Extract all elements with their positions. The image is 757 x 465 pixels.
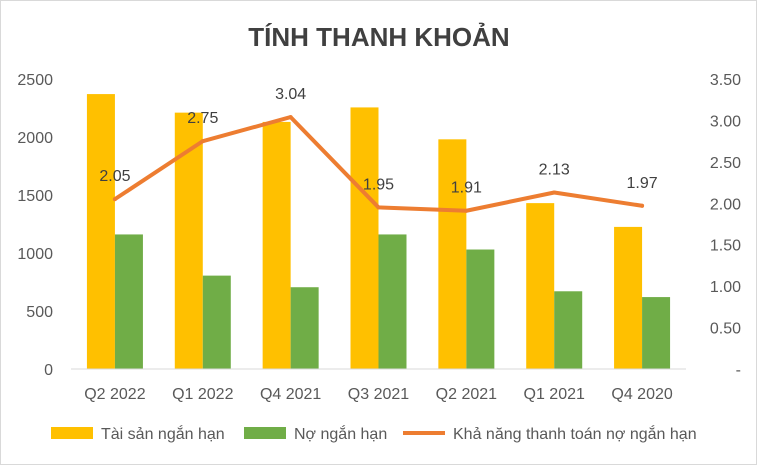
legend-item-no-ngan-han-label: Nợ ngắn hạn bbox=[294, 424, 387, 443]
legend-item-tai-san-ngan-han-label: Tài sản ngắn hạn bbox=[101, 424, 225, 443]
bar-tai-san-ngan-han bbox=[614, 226, 643, 369]
x-tick-label: Q4 2021 bbox=[260, 386, 321, 403]
bar-no-ngan-han bbox=[554, 291, 583, 369]
x-tick-label: Q2 2021 bbox=[436, 386, 497, 403]
bar-tai-san-ngan-han bbox=[350, 107, 379, 370]
line-data-label: 2.05 bbox=[99, 168, 130, 185]
legend-item-no-ngan-han-swatch bbox=[244, 427, 286, 439]
bar-tai-san-ngan-han bbox=[262, 121, 291, 369]
line-point bbox=[552, 190, 557, 195]
line-data-label: 1.97 bbox=[627, 175, 658, 192]
line-point bbox=[376, 205, 381, 210]
line-point bbox=[464, 208, 469, 213]
bar-group bbox=[86, 94, 671, 370]
bar-no-ngan-han bbox=[378, 234, 407, 369]
x-tick-label: Q2 2022 bbox=[84, 386, 145, 403]
x-tick-label: Q1 2022 bbox=[172, 386, 233, 403]
bar-no-ngan-han bbox=[290, 287, 319, 369]
left-axis-ticks: 0 500 1000 1500 2000 2500 bbox=[17, 72, 53, 379]
line-data-label: 2.13 bbox=[539, 162, 570, 179]
right-tick-label: 2.50 bbox=[710, 155, 741, 172]
line-data-label: 2.75 bbox=[187, 110, 218, 127]
bar-no-ngan-han bbox=[202, 275, 231, 369]
line-point bbox=[200, 139, 205, 144]
legend-item-kha-nang-thanh-toan-label: Khả năng thanh toán nợ ngắn hạn bbox=[453, 424, 697, 443]
right-axis-ticks: - 0.50 1.00 1.50 2.00 2.50 3.00 3.50 bbox=[710, 72, 741, 379]
x-tick-label: Q3 2021 bbox=[348, 386, 409, 403]
line-group: 2.05 2.75 3.04 1.95 1.91 2.13 1.97 bbox=[99, 86, 658, 213]
bar-tai-san-ngan-han bbox=[86, 94, 115, 369]
left-tick-label: 0 bbox=[44, 362, 53, 379]
bar-no-ngan-han bbox=[642, 297, 671, 369]
bar-tai-san-ngan-han bbox=[526, 203, 555, 369]
right-tick-label: 3.00 bbox=[710, 113, 741, 130]
x-tick-label: Q4 2020 bbox=[611, 386, 672, 403]
legend-item-tai-san-ngan-han-swatch bbox=[51, 427, 93, 439]
x-axis: Q2 2022 Q1 2022 Q4 2021 Q3 2021 Q2 2021 Q1 20… bbox=[71, 368, 686, 403]
right-tick-label: 1.00 bbox=[710, 279, 741, 296]
bar-no-ngan-han bbox=[466, 249, 495, 369]
chart-title: TÍNH THANH KHOẢN bbox=[248, 22, 509, 52]
legend: Tài sản ngắn hạn Nợ ngắn hạn Khả năng than… bbox=[51, 424, 697, 443]
left-tick-label: 1500 bbox=[17, 188, 53, 205]
line-data-label: 3.04 bbox=[275, 86, 306, 103]
x-tick-label: Q1 2021 bbox=[524, 386, 585, 403]
left-tick-label: 1000 bbox=[17, 246, 53, 263]
line-data-label: 1.95 bbox=[363, 176, 394, 193]
bar-tai-san-ngan-han bbox=[438, 139, 467, 369]
line-point bbox=[640, 203, 645, 208]
bar-no-ngan-han bbox=[114, 234, 143, 369]
right-tick-label: - bbox=[736, 362, 741, 379]
right-tick-label: 1.50 bbox=[710, 238, 741, 255]
line-point bbox=[112, 197, 117, 202]
line-data-label: 1.91 bbox=[451, 180, 482, 197]
left-tick-label: 2500 bbox=[17, 72, 53, 89]
right-tick-label: 2.00 bbox=[710, 196, 741, 213]
left-tick-label: 2000 bbox=[17, 130, 53, 147]
left-tick-label: 500 bbox=[26, 304, 53, 321]
line-point bbox=[288, 115, 293, 120]
right-tick-label: 3.50 bbox=[710, 72, 741, 89]
right-tick-label: 0.50 bbox=[710, 321, 741, 338]
